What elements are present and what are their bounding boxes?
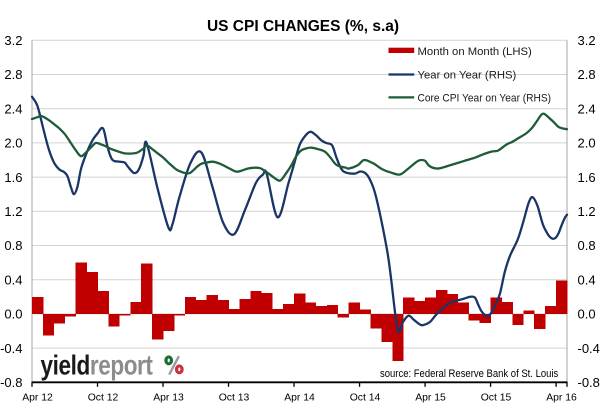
svg-text:Apr 16: Apr 16	[546, 392, 577, 403]
svg-text:2.8: 2.8	[578, 67, 596, 82]
svg-text:US CPI CHANGES (%, s.a): US CPI CHANGES (%, s.a)	[207, 18, 399, 35]
svg-text:1.2: 1.2	[4, 204, 22, 219]
svg-text:2.0: 2.0	[4, 136, 22, 151]
svg-text:Oct 15: Oct 15	[481, 392, 512, 403]
svg-text:0.8: 0.8	[578, 238, 596, 253]
svg-text:yieldreport: yieldreport	[41, 350, 154, 381]
svg-text:3.2: 3.2	[578, 33, 596, 48]
svg-text:2.0: 2.0	[578, 136, 596, 151]
svg-text:Apr 14: Apr 14	[284, 392, 315, 403]
svg-text:Apr 12: Apr 12	[22, 392, 53, 403]
svg-text:1.6: 1.6	[578, 170, 596, 185]
svg-text:Core CPI Year on Year (RHS): Core CPI Year on Year (RHS)	[418, 92, 552, 105]
svg-text:3.2: 3.2	[4, 33, 22, 48]
svg-text:0.4: 0.4	[578, 272, 596, 287]
svg-text:0.0: 0.0	[578, 307, 596, 322]
svg-text:Oct 13: Oct 13	[219, 392, 250, 403]
svg-text:1.6: 1.6	[4, 170, 22, 185]
svg-text:-0.8: -0.8	[0, 375, 22, 390]
svg-text:2.8: 2.8	[4, 67, 22, 82]
svg-text:Year on Year (RHS): Year on Year (RHS)	[418, 70, 517, 82]
svg-text:0.8: 0.8	[4, 238, 22, 253]
svg-text:-0.4: -0.4	[578, 341, 600, 356]
svg-text:2.4: 2.4	[578, 101, 596, 116]
svg-text:Apr 15: Apr 15	[415, 392, 446, 403]
svg-text:source: Federal Reserve Bank o: source: Federal Reserve Bank of St. Loui…	[380, 369, 558, 381]
svg-text:0.4: 0.4	[4, 272, 22, 287]
svg-text:1.2: 1.2	[578, 204, 596, 219]
svg-text:Apr 13: Apr 13	[153, 392, 184, 403]
svg-text:-0.8: -0.8	[578, 375, 600, 390]
svg-text:Month on Month (LHS): Month on Month (LHS)	[418, 46, 533, 58]
svg-text:0.0: 0.0	[4, 307, 22, 322]
svg-text:-0.4: -0.4	[0, 341, 22, 356]
svg-text:2.4: 2.4	[4, 101, 22, 116]
svg-text:Oct 12: Oct 12	[88, 392, 119, 403]
svg-text:Oct 14: Oct 14	[350, 392, 381, 403]
